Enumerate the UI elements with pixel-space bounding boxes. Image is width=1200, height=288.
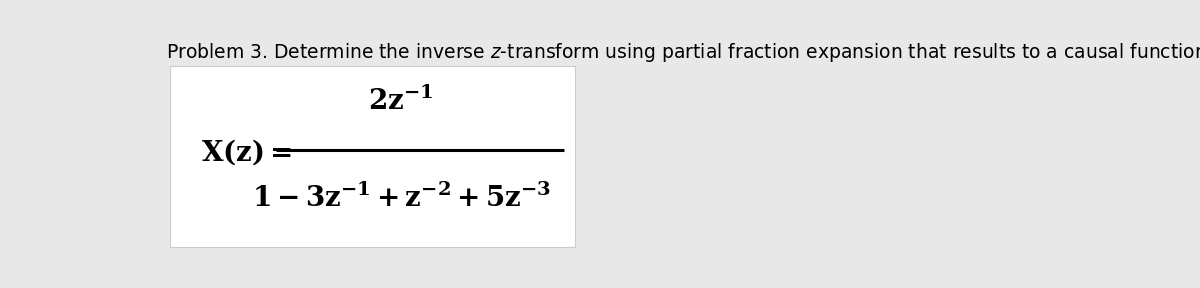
Text: $\mathbf{2z^{-1}}$: $\mathbf{2z^{-1}}$ bbox=[368, 86, 433, 116]
Text: Problem 3. Determine the inverse $z$-transform using partial fraction expansion : Problem 3. Determine the inverse $z$-tra… bbox=[166, 41, 1200, 64]
Text: $\mathbf{X(z) =}$: $\mathbf{X(z) =}$ bbox=[202, 137, 293, 167]
Text: $\mathbf{1 - 3z^{-1} + z^{-2} + 5z^{-3}}$: $\mathbf{1 - 3z^{-1} + z^{-2} + 5z^{-3}}… bbox=[252, 184, 551, 213]
FancyBboxPatch shape bbox=[170, 66, 575, 247]
